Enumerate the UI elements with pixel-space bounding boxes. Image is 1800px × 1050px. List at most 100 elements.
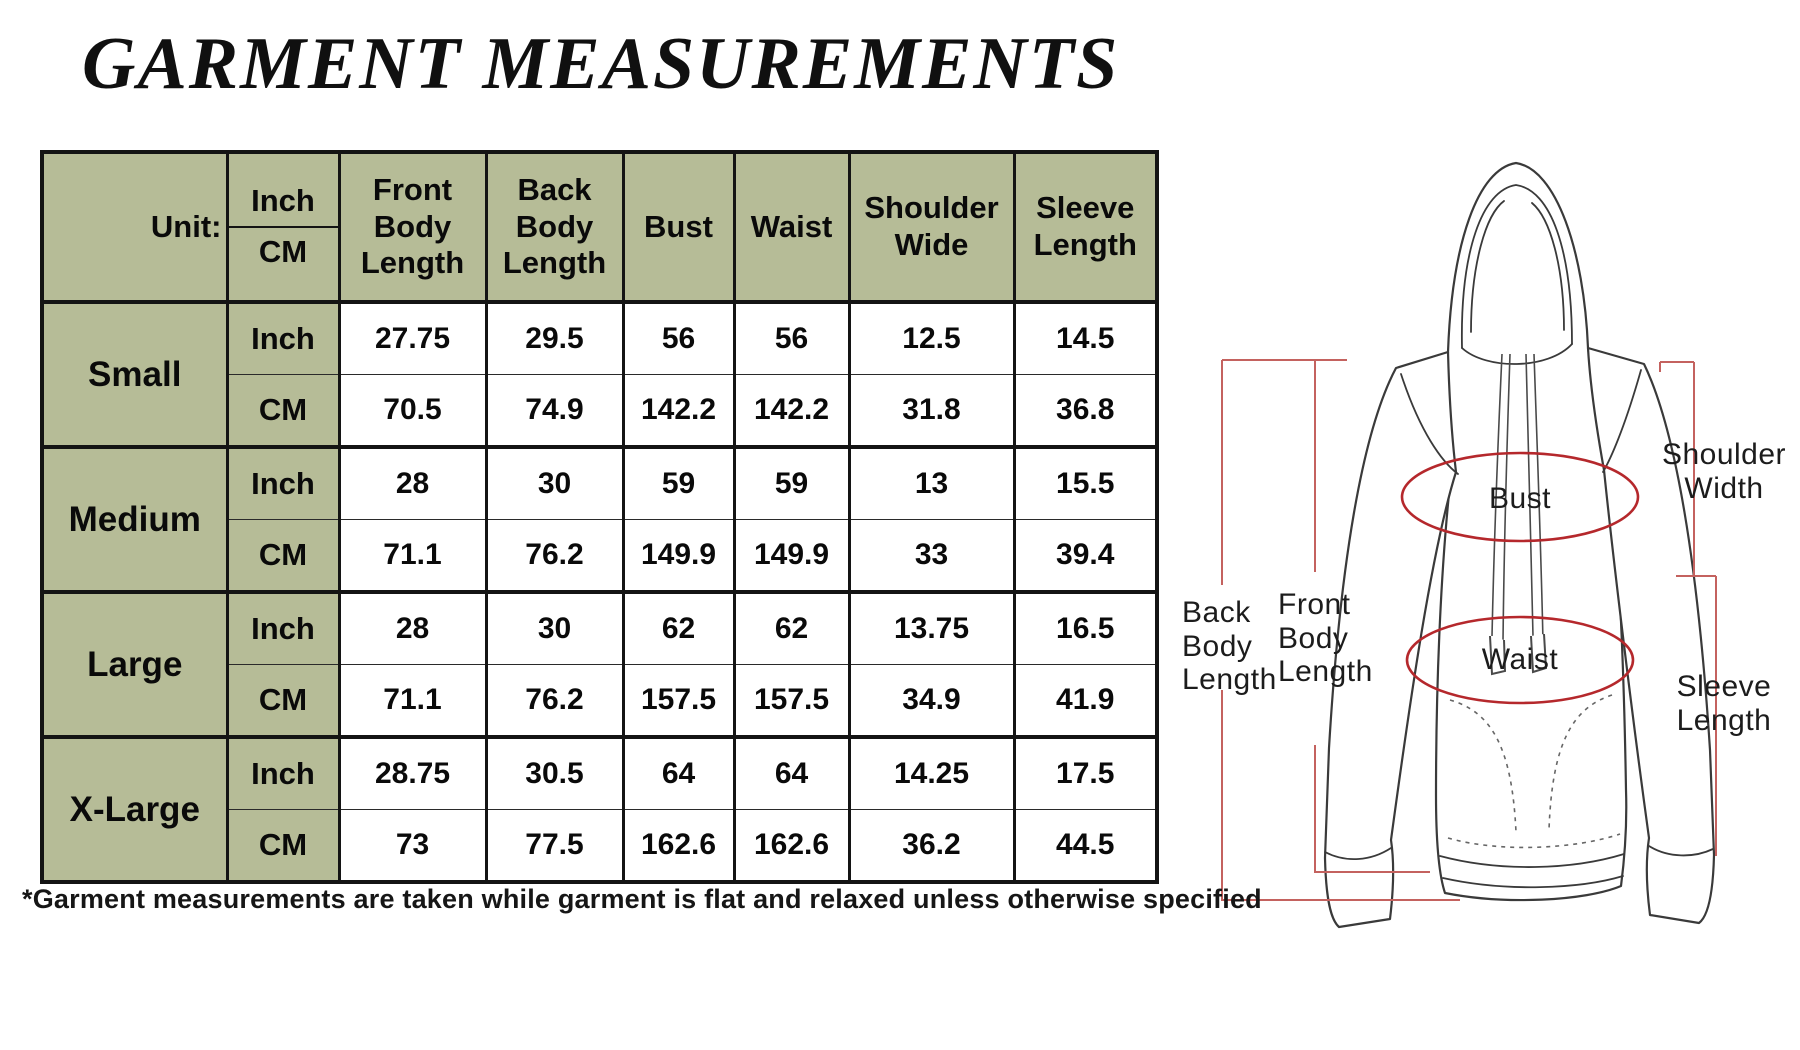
measurement-value-inch: 17.5 <box>1012 735 1159 810</box>
unit-inch-cell: Inch <box>225 735 341 810</box>
measurement-value-inch: 59 <box>621 445 736 520</box>
measurement-value-inch: 28.75 <box>337 735 488 810</box>
unit-split-header: Inch CM <box>225 150 341 304</box>
measurement-value-cm: 77.5 <box>484 809 625 884</box>
measurement-value-inch: 30 <box>484 445 625 520</box>
hood-inner-crease-left <box>1470 200 1505 333</box>
measurement-value-cm: 142.2 <box>732 374 851 449</box>
measurement-footnote: *Garment measurements are taken while ga… <box>22 884 1262 914</box>
measurement-value-inch: 56 <box>621 300 736 375</box>
col-header-bust: Bust <box>621 150 736 304</box>
measurement-value-inch: 59 <box>732 445 851 520</box>
unit-cm-cell: CM <box>225 519 341 594</box>
size-label: Medium <box>40 445 229 594</box>
unit-cm-cell: CM <box>225 664 341 739</box>
measurement-value-cm: 76.2 <box>484 664 625 739</box>
drawstring-right <box>1525 353 1534 637</box>
measurement-value-cm: 70.5 <box>337 374 488 449</box>
measurement-value-cm: 41.9 <box>1012 664 1159 739</box>
measurement-value-inch: 62 <box>732 590 851 665</box>
pocket-bottom-edge <box>1447 833 1621 849</box>
unit-inch-header: Inch <box>228 179 338 228</box>
size-label: Small <box>40 300 229 449</box>
unit-inch-cell: Inch <box>225 590 341 665</box>
unit-cm-cell: CM <box>225 809 341 884</box>
unit-inch-cell: Inch <box>225 445 341 520</box>
measurement-value-inch: 15.5 <box>1012 445 1159 520</box>
front-body-length-line <box>1314 360 1430 873</box>
waist-ellipse <box>1405 615 1635 705</box>
left-cuff-line <box>1324 847 1392 861</box>
measurement-value-cm: 71.1 <box>337 664 488 739</box>
table-row: Small Inch 27.75 29.5 56 56 12.5 14.5 <box>40 300 1159 449</box>
measurement-value-inch: 28 <box>337 445 488 520</box>
hem-line-2 <box>1442 875 1624 889</box>
hood-neckline <box>1461 343 1573 365</box>
bust-ellipse <box>1400 451 1640 543</box>
measurement-value-inch: 30.5 <box>484 735 625 810</box>
hem-line-1 <box>1439 853 1625 868</box>
unit-inch-cell: Inch <box>225 300 341 375</box>
measurement-value-cm: 76.2 <box>484 519 625 594</box>
col-header-sleeve-length: Sleeve Length <box>1012 150 1159 304</box>
shoulder-width-label: Shoulder Width <box>1661 438 1787 505</box>
measurement-value-inch: 12.5 <box>847 300 1016 375</box>
page-title: GARMENT MEASUREMENTS <box>82 23 1120 105</box>
col-header-waist: Waist <box>732 150 851 304</box>
back-body-length-line <box>1221 360 1460 901</box>
pocket-left-edge <box>1449 699 1517 833</box>
bust-label: Bust <box>1488 482 1552 515</box>
measurement-value-inch: 28 <box>337 590 488 665</box>
size-chart-table: Unit: Inch CM Front Body Length Back Bod… <box>40 150 1159 884</box>
waist-label: Waist <box>1481 643 1559 676</box>
measurement-value-inch: 14.25 <box>847 735 1016 810</box>
measurement-value-cm: 74.9 <box>484 374 625 449</box>
drawstring-aglet-left <box>1489 635 1507 676</box>
hoodie-diagram <box>1221 161 1717 929</box>
measurement-value-cm: 36.2 <box>847 809 1016 884</box>
size-label: Large <box>40 590 229 739</box>
drawstring-left <box>1491 353 1503 637</box>
measurement-value-inch: 62 <box>621 590 736 665</box>
measurement-value-inch: 27.75 <box>337 300 488 375</box>
table-row: Medium Inch 28 30 59 59 13 15.5 <box>40 445 1159 594</box>
table-row: X-Large Inch 28.75 30.5 64 64 14.25 17.5 <box>40 735 1159 884</box>
col-header-front-body-length: Front Body Length <box>337 150 488 304</box>
hood-inner-crease-right <box>1531 202 1565 331</box>
measurement-value-cm: 149.9 <box>621 519 736 594</box>
table-row: CM 70.5 74.9 142.2 142.2 31.8 36.8 <box>42 374 1159 449</box>
measurement-value-cm: 71.1 <box>337 519 488 594</box>
measurement-value-inch: 30 <box>484 590 625 665</box>
measurement-value-inch: 64 <box>621 735 736 810</box>
measurement-value-cm: 149.9 <box>732 519 851 594</box>
right-cuff-line <box>1648 845 1714 857</box>
left-shoulder-seam <box>1400 373 1459 475</box>
measurement-value-inch: 14.5 <box>1012 300 1159 375</box>
measurement-value-cm: 157.5 <box>732 664 851 739</box>
measurement-value-inch: 16.5 <box>1012 590 1159 665</box>
measurement-value-cm: 33 <box>847 519 1016 594</box>
table-row: CM 73 77.5 162.6 162.6 36.2 44.5 <box>42 809 1159 884</box>
measurement-value-inch: 13 <box>847 445 1016 520</box>
shoulder-width-line <box>1659 361 1716 577</box>
hood-opening <box>1461 184 1573 349</box>
measurement-value-cm: 162.6 <box>621 809 736 884</box>
measurement-value-cm: 31.8 <box>847 374 1016 449</box>
table-body: Small Inch 27.75 29.5 56 56 12.5 14.5 CM 70.5 74.9… <box>40 300 1159 884</box>
measurement-value-inch: 64 <box>732 735 851 810</box>
measurement-value-cm: 36.8 <box>1012 374 1159 449</box>
table-header-row: Unit: Inch CM Front Body Length Back Bod… <box>40 150 1159 304</box>
col-header-shoulder-wide: Shoulder Wide <box>847 150 1016 304</box>
measurement-value-cm: 44.5 <box>1012 809 1159 884</box>
measurement-value-inch: 29.5 <box>484 300 625 375</box>
col-header-back-body-length: Back Body Length <box>484 150 625 304</box>
drawstring-aglet-right <box>1530 633 1548 674</box>
measurement-value-cm: 142.2 <box>621 374 736 449</box>
measurement-value-cm: 34.9 <box>847 664 1016 739</box>
unit-cm-header: CM <box>258 234 308 269</box>
measurement-value-inch: 56 <box>732 300 851 375</box>
table-row: CM 71.1 76.2 157.5 157.5 34.9 41.9 <box>42 664 1159 739</box>
front-body-length-label: Front Body Length <box>1278 588 1373 689</box>
measurement-value-cm: 39.4 <box>1012 519 1159 594</box>
measurement-value-inch: 13.75 <box>847 590 1016 665</box>
